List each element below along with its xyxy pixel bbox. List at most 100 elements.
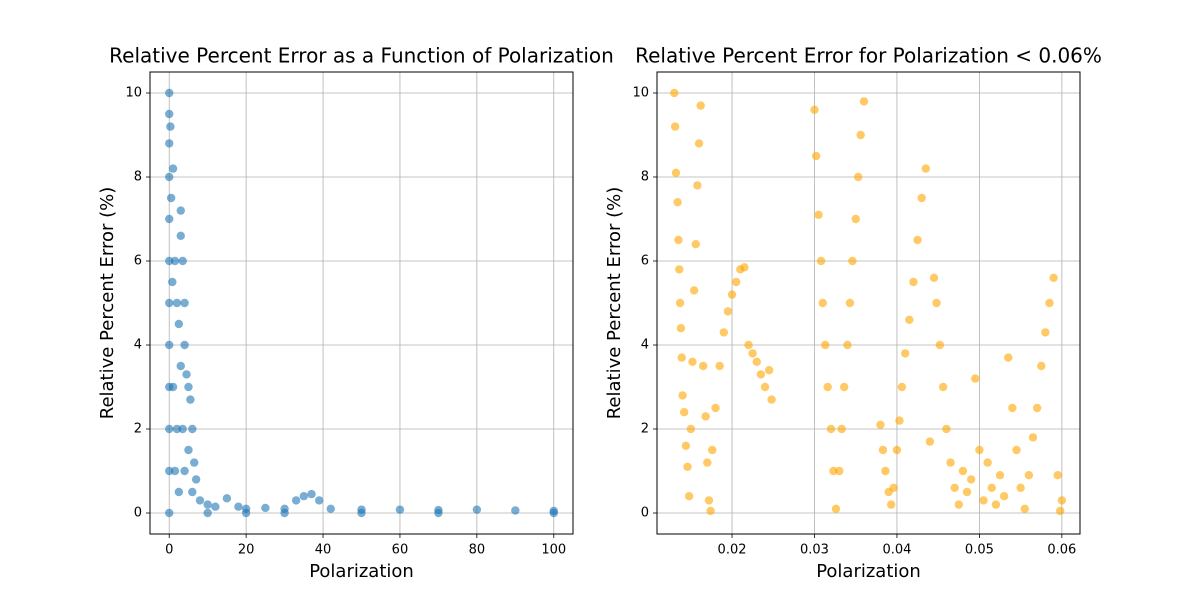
point xyxy=(954,500,963,509)
point xyxy=(180,466,189,476)
point xyxy=(165,88,174,98)
point xyxy=(1008,403,1017,413)
point xyxy=(299,492,309,501)
point xyxy=(165,298,174,308)
x-tick-label: 0.05 xyxy=(965,543,994,558)
point xyxy=(966,475,976,484)
point xyxy=(843,340,852,350)
point xyxy=(719,328,728,337)
point xyxy=(688,357,697,366)
point xyxy=(241,508,251,518)
point xyxy=(810,105,819,115)
point xyxy=(180,298,189,308)
point xyxy=(176,231,185,240)
y-tick-label: 0 xyxy=(641,506,649,521)
point xyxy=(671,168,681,177)
point xyxy=(174,319,184,329)
point xyxy=(723,307,733,316)
point xyxy=(222,494,232,503)
point xyxy=(280,508,289,518)
point xyxy=(677,353,686,362)
point xyxy=(203,500,212,509)
x-axis-label: Polarization xyxy=(816,561,921,582)
chart-title: Relative Percent Error for Polarization … xyxy=(635,44,1102,68)
point xyxy=(168,382,178,392)
point xyxy=(1020,504,1029,513)
point xyxy=(1016,483,1025,492)
point xyxy=(178,256,187,266)
point xyxy=(818,298,827,308)
point xyxy=(995,471,1005,480)
point xyxy=(929,273,939,282)
point xyxy=(684,492,694,501)
point xyxy=(856,130,865,140)
point xyxy=(821,340,830,350)
point xyxy=(165,214,174,224)
point xyxy=(203,508,212,518)
point xyxy=(703,458,712,467)
x-tick-label: 20 xyxy=(238,543,255,558)
point xyxy=(823,382,832,392)
point xyxy=(686,424,696,434)
point xyxy=(190,458,199,467)
y-tick-label: 8 xyxy=(641,170,649,185)
point xyxy=(166,193,176,203)
axes: 0.02 0.03 0.04 0.05 0.06 0 2 4 6 8 10 Polarization R… xyxy=(604,71,1081,582)
point xyxy=(673,198,682,207)
point xyxy=(689,286,699,295)
point xyxy=(188,487,197,497)
point xyxy=(1032,403,1042,413)
x-tick-label: 60 xyxy=(392,543,409,558)
point xyxy=(1041,328,1050,337)
point xyxy=(165,424,174,434)
chart-title: Relative Percent Error as a Function of … xyxy=(109,44,614,68)
point xyxy=(932,298,941,308)
point xyxy=(1028,433,1038,442)
point xyxy=(987,483,996,492)
point xyxy=(975,445,984,455)
point xyxy=(166,122,175,131)
point xyxy=(925,437,935,446)
point xyxy=(708,445,717,455)
point xyxy=(698,361,708,371)
x-tick-label: 0.03 xyxy=(800,543,829,558)
point xyxy=(851,214,860,224)
point xyxy=(326,504,335,513)
point xyxy=(182,370,191,379)
point xyxy=(897,382,907,392)
point xyxy=(165,139,174,148)
point xyxy=(168,164,178,173)
point xyxy=(979,496,988,505)
point xyxy=(946,458,955,467)
point xyxy=(711,403,720,413)
point xyxy=(172,424,182,434)
point xyxy=(165,508,174,518)
point xyxy=(1045,298,1054,308)
point xyxy=(999,492,1009,501)
point xyxy=(835,466,844,476)
point xyxy=(816,256,826,266)
point xyxy=(291,496,301,505)
y-axis-label: Relative Percent Error (%) xyxy=(604,187,625,420)
point xyxy=(683,462,692,471)
point xyxy=(1056,506,1065,516)
x-tick-label: 80 xyxy=(469,543,486,558)
y-tick-label: 6 xyxy=(134,254,142,269)
axes-frame xyxy=(149,71,574,535)
plot-background xyxy=(657,72,1080,534)
point xyxy=(950,483,959,492)
point xyxy=(913,235,922,245)
point xyxy=(921,164,931,173)
point xyxy=(991,500,1001,509)
y-tick-label: 10 xyxy=(632,86,649,101)
point xyxy=(691,240,700,249)
point xyxy=(357,508,366,518)
point xyxy=(670,88,679,98)
point xyxy=(876,420,885,429)
point xyxy=(188,424,197,434)
point xyxy=(701,412,710,421)
point xyxy=(191,475,201,484)
point xyxy=(886,500,896,509)
point xyxy=(831,504,841,513)
y-axis-label: Relative Percent Error (%) xyxy=(97,187,118,420)
